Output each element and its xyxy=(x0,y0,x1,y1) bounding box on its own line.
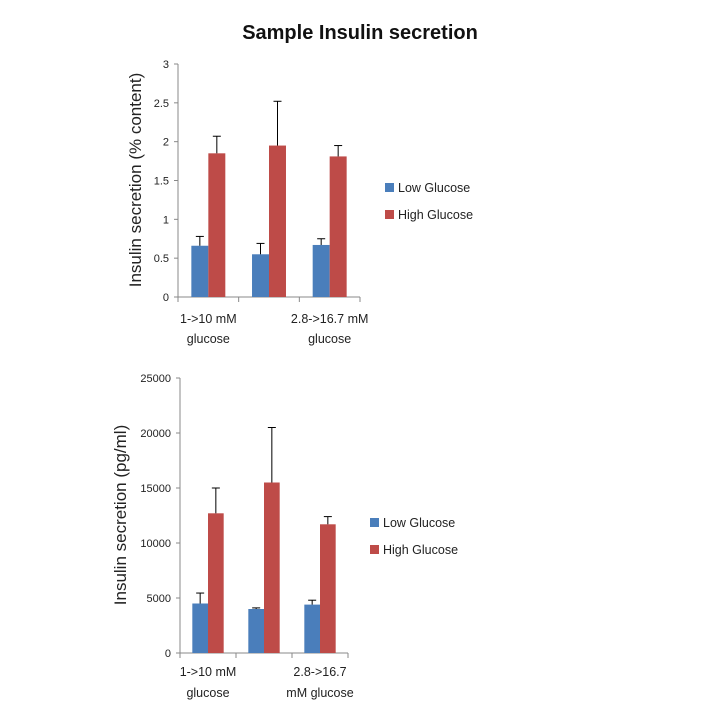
y-tick-label: 0.5 xyxy=(154,253,169,265)
bar-high-glucose xyxy=(269,145,286,297)
bar-high-glucose xyxy=(320,524,336,653)
bar-high-glucose xyxy=(208,153,226,297)
y-axis-label: Insulin secretion (% content) xyxy=(126,73,145,288)
y-tick-label: 15000 xyxy=(140,483,171,495)
y-tick-label: 0 xyxy=(163,292,169,304)
bar-high-glucose xyxy=(329,156,347,297)
y-axis-label: Insulin secretion (pg/ml) xyxy=(111,425,130,605)
y-tick-label: 1.5 xyxy=(154,176,169,188)
legend-label: High Glucose xyxy=(383,543,458,557)
legend-label: Low Glucose xyxy=(398,181,470,195)
bar-low-glucose xyxy=(248,609,264,653)
y-tick-label: 3 xyxy=(163,59,169,71)
y-tick-label: 20000 xyxy=(140,428,171,440)
x-tick-label: 1->10 mM xyxy=(180,665,237,679)
y-tick-label: 10000 xyxy=(140,538,171,550)
x-tick-label: glucose xyxy=(187,332,230,346)
bar-high-glucose xyxy=(264,482,280,653)
legend-swatch xyxy=(370,545,379,554)
x-tick-label: mM glucose xyxy=(286,686,353,700)
bar-low-glucose xyxy=(304,604,320,653)
legend-swatch xyxy=(370,518,379,527)
chart-title: Sample Insulin secretion xyxy=(242,22,478,44)
x-tick-label: glucose xyxy=(308,332,351,346)
x-tick-label: 2.8->16.7 mM xyxy=(291,312,368,326)
legend-swatch xyxy=(385,183,394,192)
bar-low-glucose xyxy=(252,254,269,297)
bar-low-glucose xyxy=(312,244,330,297)
bar-low-glucose xyxy=(192,603,208,653)
bar-low-glucose xyxy=(191,245,209,297)
x-tick-label: 2.8->16.7 xyxy=(293,665,346,679)
x-tick-label: glucose xyxy=(186,686,229,700)
x-tick-label: 1->10 mM xyxy=(180,312,237,326)
y-tick-label: 0 xyxy=(165,648,171,660)
y-tick-label: 1 xyxy=(163,214,169,226)
legend-label: High Glucose xyxy=(398,208,473,222)
bar-high-glucose xyxy=(208,513,224,653)
legend-label: Low Glucose xyxy=(383,516,455,530)
y-tick-label: 2 xyxy=(163,137,169,149)
y-tick-label: 5000 xyxy=(147,593,171,605)
y-tick-label: 25000 xyxy=(140,373,171,385)
y-tick-label: 2.5 xyxy=(154,98,169,110)
legend-swatch xyxy=(385,210,394,219)
